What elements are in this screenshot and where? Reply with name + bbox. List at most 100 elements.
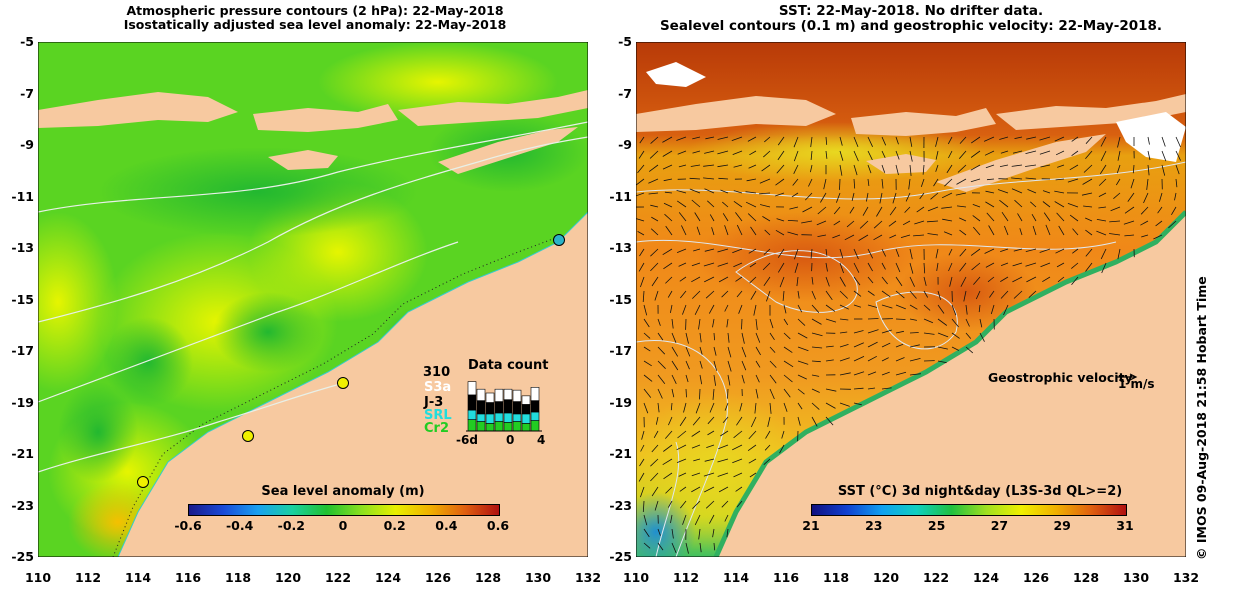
velocity-arrow [664, 191, 673, 194]
velocity-arrow [997, 189, 1009, 194]
velocity-arrow [817, 206, 827, 215]
left-latitude-tick: -11 [11, 188, 34, 204]
velocity-arrow [811, 276, 814, 285]
velocity-arrow [718, 276, 729, 283]
velocity-arrow [763, 458, 771, 465]
velocity-arrow [721, 500, 729, 508]
velocity-arrow [1127, 192, 1135, 202]
velocity-arrow [825, 402, 836, 409]
velocity-arrow [736, 224, 743, 236]
tide-gauge-marker [242, 430, 254, 442]
velocity-arrow [648, 178, 659, 184]
velocity-arrow [641, 430, 645, 440]
velocity-arrow [909, 248, 913, 260]
velocity-arrow [1028, 290, 1037, 298]
velocity-arrow [769, 318, 774, 329]
velocity-arrow [825, 248, 828, 257]
velocity-arrow [1143, 192, 1149, 204]
histogram-bar-segment [494, 388, 504, 402]
velocity-arrow [783, 346, 793, 353]
velocity-arrow [1123, 220, 1135, 225]
velocity-arrow [732, 150, 743, 155]
velocity-arrow [937, 318, 948, 326]
velocity-arrow [811, 318, 822, 325]
velocity-arrow [777, 150, 785, 161]
velocity-arrow [750, 416, 757, 428]
velocity-arrow [867, 318, 879, 320]
velocity-arrow [965, 332, 972, 339]
velocity-arrow [650, 262, 659, 272]
velocity-arrow [1117, 150, 1121, 161]
velocity-arrow [750, 226, 757, 236]
velocity-arrow [760, 204, 771, 208]
velocity-arrow [1071, 150, 1079, 157]
velocity-arrow [1000, 150, 1009, 154]
velocity-arrow [690, 164, 701, 167]
velocity-arrow [1161, 164, 1166, 176]
velocity-arrow [825, 150, 828, 159]
velocity-arrow [937, 346, 948, 350]
velocity-arrow [678, 164, 687, 168]
velocity-arrow [963, 290, 967, 302]
velocity-arrow [707, 200, 715, 208]
velocity-arrow [881, 150, 886, 158]
velocity-arrow [881, 290, 891, 298]
velocity-arrow [1071, 276, 1079, 285]
velocity-arrow [839, 136, 843, 146]
velocity-arrow [733, 200, 743, 208]
data-count-axis-zero: 0 [506, 433, 515, 447]
velocity-arrow [671, 542, 677, 553]
velocity-arrow [904, 206, 911, 213]
velocity-arrow [657, 374, 666, 384]
velocity-arrow [676, 200, 687, 208]
velocity-arrow [698, 318, 701, 330]
velocity-arrow [749, 150, 757, 156]
left-longitude-tick: 124 [374, 570, 402, 585]
velocity-arrow [699, 388, 701, 400]
velocity-arrow [741, 374, 745, 384]
velocity-arrow [732, 444, 743, 451]
velocity-arrow [867, 387, 876, 390]
velocity-arrow [867, 136, 873, 147]
velocity-arrow [895, 330, 904, 334]
velocity-arrow [825, 359, 834, 362]
velocity-arrow [951, 346, 960, 351]
velocity-arrow [1025, 164, 1037, 167]
sla-colorbar-tick: 0.4 [435, 518, 458, 533]
velocity-arrow [1085, 150, 1093, 160]
velocity-arrow [895, 262, 901, 273]
velocity-arrow [637, 164, 645, 174]
velocity-arrow [867, 341, 878, 348]
velocity-arrow [682, 514, 687, 525]
pressure-contour [38, 381, 349, 473]
velocity-arrow [965, 346, 974, 354]
velocity-arrow [930, 192, 939, 200]
velocity-arrow [695, 402, 701, 414]
velocity-arrow [971, 262, 981, 271]
velocity-arrow [676, 458, 687, 463]
left-title-line1: Atmospheric pressure contours (2 hPa): 2… [126, 3, 504, 18]
velocity-arrow [663, 472, 673, 480]
velocity-arrow [732, 248, 743, 254]
velocity-arrow [839, 304, 849, 310]
velocity-arrow [867, 248, 874, 259]
velocity-arrow [643, 388, 652, 398]
velocity-arrow [676, 190, 687, 194]
velocity-arrow [811, 290, 816, 300]
velocity-arrow [1098, 192, 1107, 197]
velocity-arrow [657, 360, 666, 369]
velocity-arrow [789, 206, 799, 210]
velocity-arrow [853, 248, 859, 260]
velocity-arrow [671, 346, 679, 357]
velocity-arrow [692, 150, 701, 154]
velocity-arrow [1113, 192, 1121, 200]
velocity-arrow [679, 290, 687, 299]
velocity-arrow [1100, 248, 1107, 260]
velocity-arrow [797, 346, 809, 352]
histogram-bar-segment [494, 401, 504, 414]
velocity-arrow [1058, 225, 1065, 236]
velocity-arrow [941, 206, 953, 209]
velocity-arrow [794, 248, 799, 260]
velocity-arrow [1012, 276, 1023, 283]
velocity-arrow [999, 136, 1009, 140]
